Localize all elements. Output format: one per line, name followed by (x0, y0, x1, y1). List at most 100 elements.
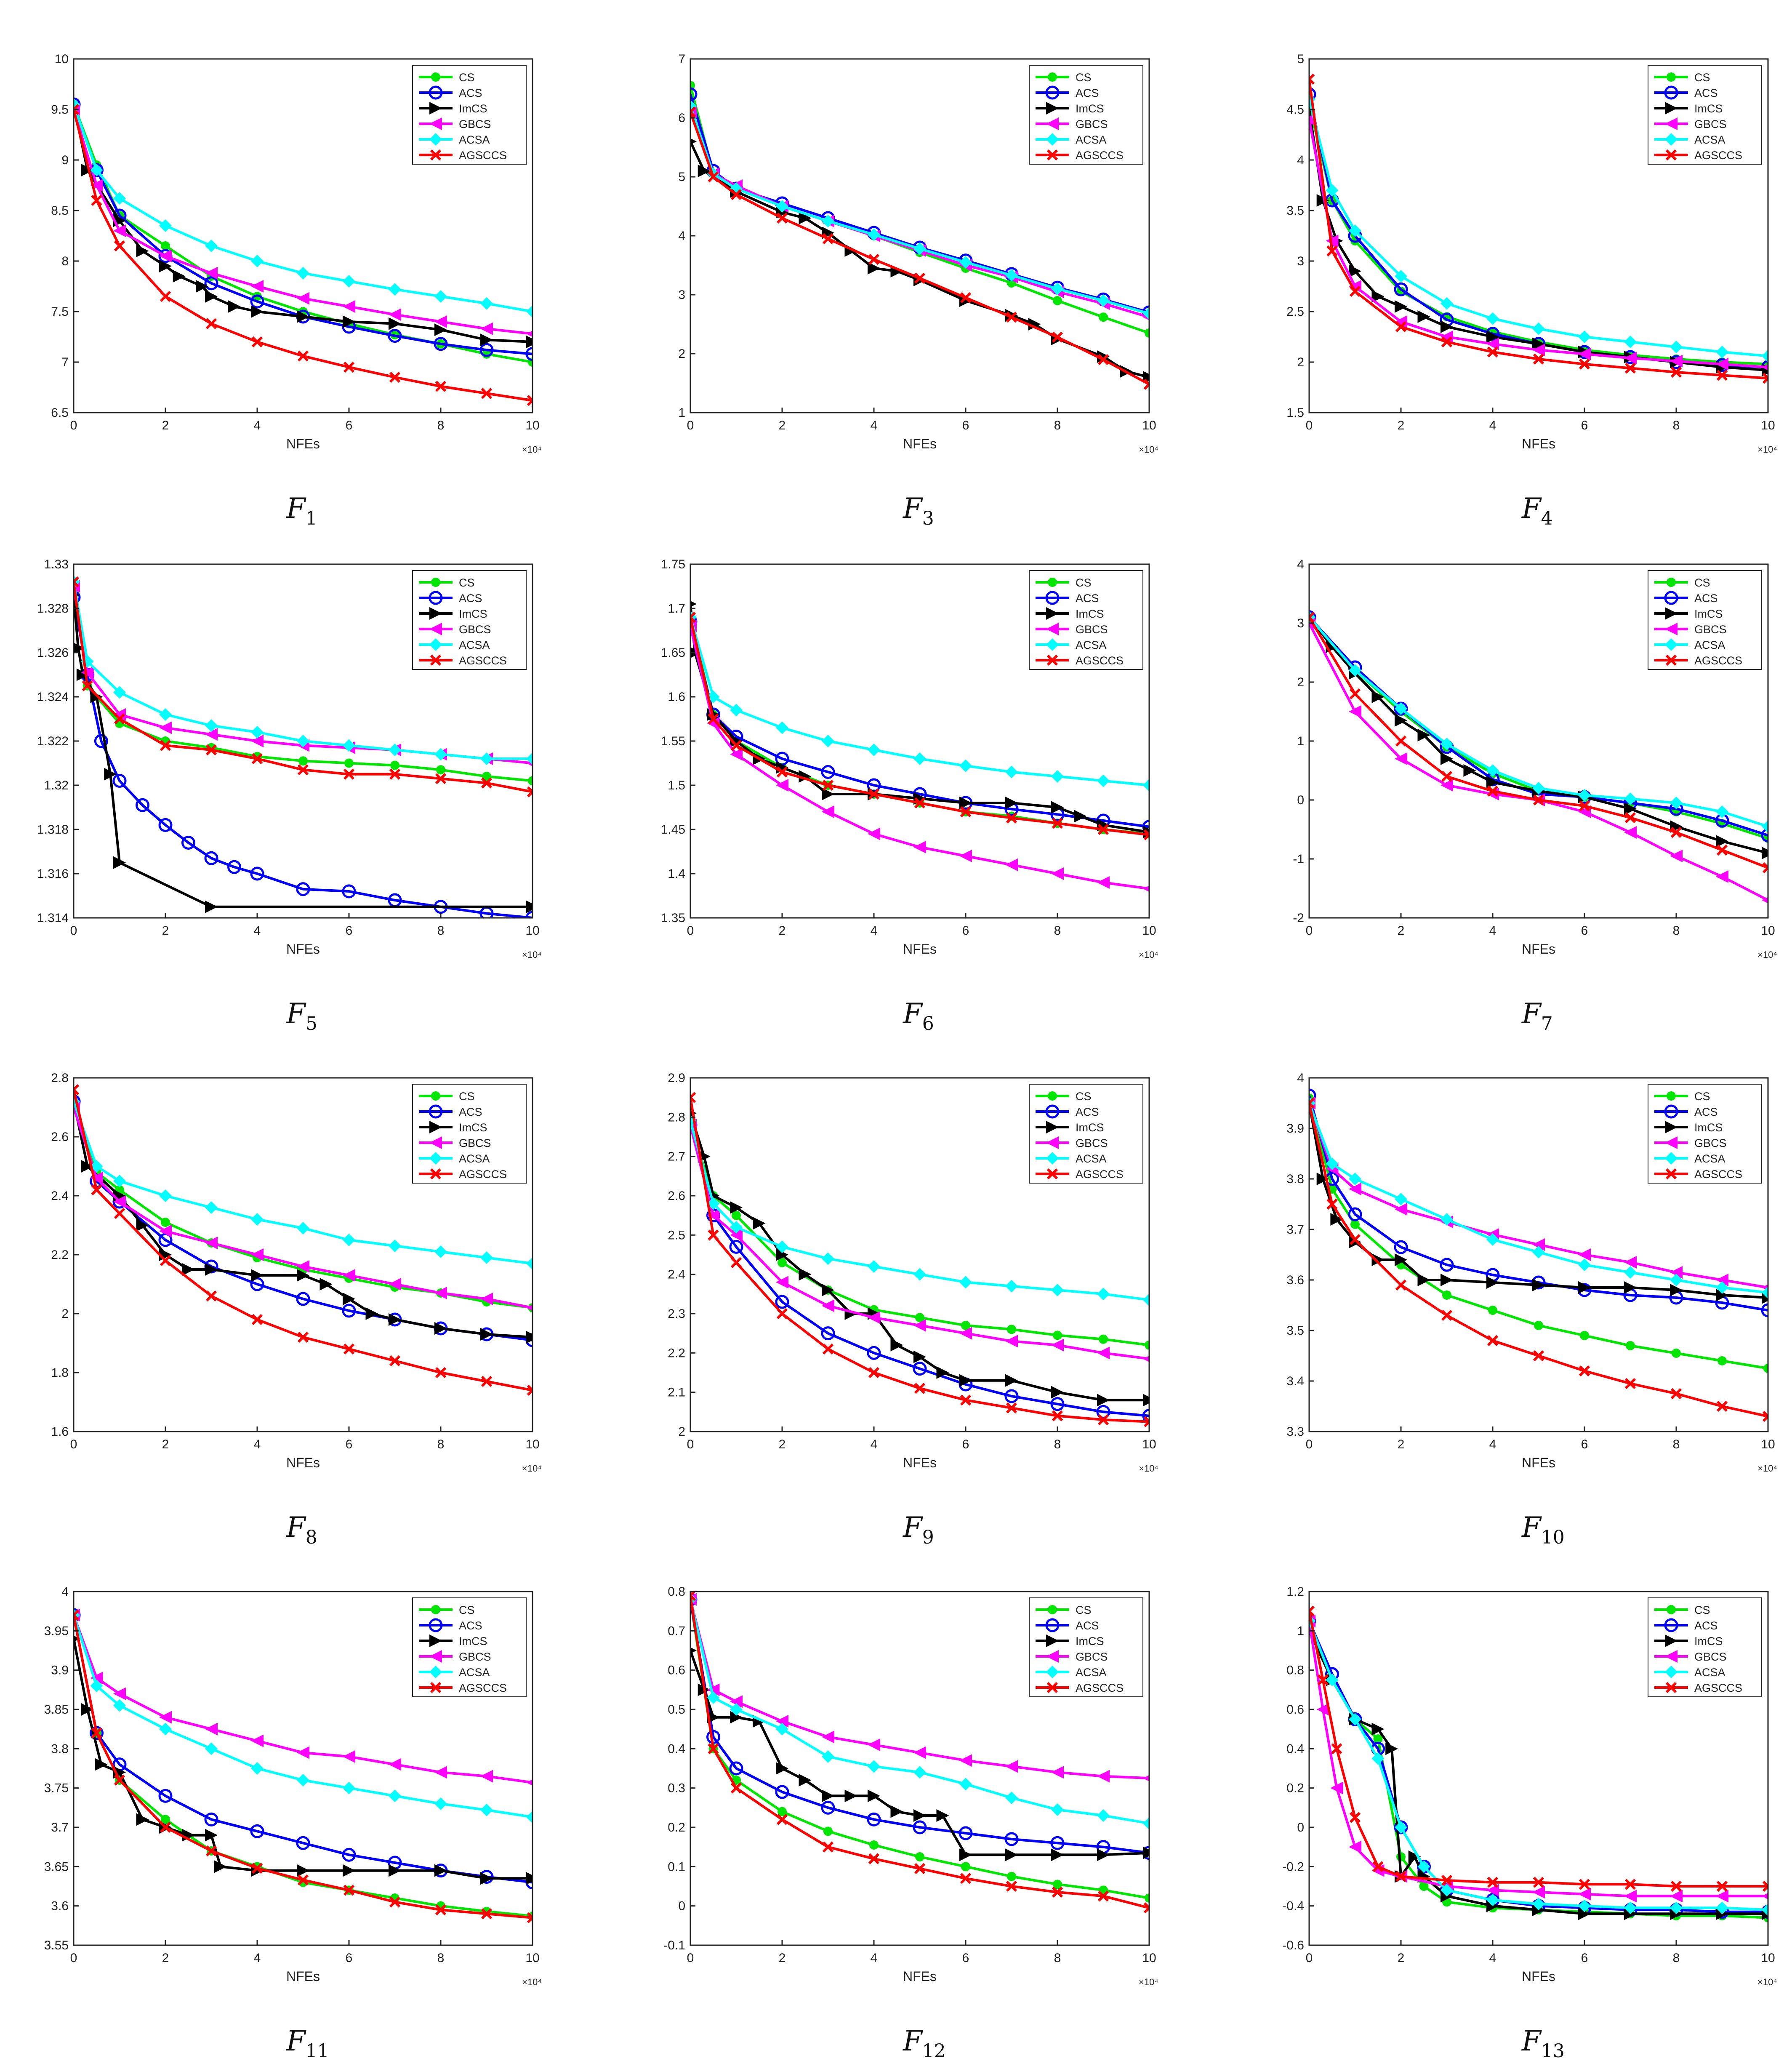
data-point-acs (729, 1761, 743, 1776)
data-point-gbcs (776, 1715, 788, 1728)
data-point-imcs (844, 1789, 857, 1802)
data-point-agsccs (1716, 1880, 1728, 1892)
data-point-agsccs (389, 1896, 401, 1908)
data-point-agsccs (343, 768, 355, 780)
data-point-gbcs (159, 721, 172, 734)
legend-label-acsa: ACSA (459, 133, 490, 146)
data-point-acs (94, 734, 108, 748)
caption-function-letter: F (903, 492, 923, 525)
x-tick-label: 8 (1673, 419, 1680, 432)
legend-marker-cs (431, 72, 440, 82)
legend-label-imcs: ImCS (1076, 1635, 1104, 1648)
data-point-acsa (1532, 322, 1545, 335)
data-point-acsa (1051, 1803, 1064, 1816)
data-point-agsccs (114, 1208, 125, 1219)
y-tick-label: -0.1 (663, 1938, 685, 1952)
data-point-gbcs (343, 1750, 355, 1763)
legend-marker-acs (429, 85, 443, 100)
caption-function-letter: F (1521, 492, 1542, 525)
series-line-cs (74, 581, 533, 782)
data-point-gbcs (434, 1287, 447, 1299)
y-tick-label: 6 (678, 111, 685, 125)
convergence-panel-f10: 0 2 4 6 8 10 3.3 3.4 3.5 3.6 3.7 3.8 3.9 4 NFEs ×10⁴ CS A… (1286, 1071, 1777, 1548)
y-tick-label: 1 (1297, 734, 1304, 748)
data-point-imcs (526, 336, 533, 348)
legend: CS ACS ImCS GBCS ACSA AGSCCS (1648, 570, 1762, 670)
y-tick-label: 1 (678, 406, 685, 420)
data-point-acsa (1051, 1284, 1064, 1296)
data-point-acsa (822, 1252, 834, 1265)
data-point-acsa (868, 744, 880, 756)
data-point-acs (1309, 87, 1316, 101)
series-line-imcs (74, 1638, 533, 1880)
data-point-acsa (113, 686, 126, 699)
data-point-imcs (1097, 1848, 1110, 1861)
legend-marker-acsa (1665, 1152, 1678, 1165)
panel-caption: F10 (1521, 1511, 1565, 1548)
legend-label-acs: ACS (459, 592, 482, 605)
legend-marker-agsccs (1665, 1168, 1677, 1180)
data-point-agsccs (1006, 1880, 1017, 1892)
data-point-agsccs (527, 786, 533, 797)
data-point-imcs (526, 1331, 533, 1344)
series-line-imcs (690, 604, 1149, 834)
y-tick-label: 1.322 (37, 734, 69, 748)
legend-box (1029, 1084, 1143, 1184)
data-point-cs (1053, 1330, 1062, 1340)
y-tick-label: 1.45 (661, 823, 685, 837)
series-line-acsa (74, 581, 533, 760)
data-point-gbcs (959, 850, 972, 862)
y-tick-label: 3.7 (51, 1821, 69, 1834)
y-tick-label: 8 (61, 254, 69, 268)
data-point-gbcs (480, 1770, 493, 1783)
data-point-agsccs (730, 1782, 742, 1794)
x-tick-label: 10 (1142, 924, 1156, 938)
data-point-agsccs (82, 680, 93, 691)
data-point-acsa (1532, 1898, 1545, 1910)
x-tick-label: 10 (1761, 1437, 1775, 1451)
data-point-imcs (799, 212, 812, 224)
data-point-imcs (890, 1338, 903, 1352)
y-tick-label: 1.328 (37, 602, 69, 616)
data-point-acsa (1051, 770, 1064, 783)
data-point-cs (1488, 1306, 1497, 1315)
caption-function-index: 1 (306, 508, 317, 529)
data-point-agsccs (1533, 794, 1544, 806)
data-point-gbcs (868, 827, 880, 840)
data-point-acsa (1395, 1193, 1407, 1205)
x-tick-label: 4 (1489, 1437, 1496, 1451)
legend-marker-imcs (429, 1634, 442, 1647)
data-point-agsccs (297, 350, 309, 362)
y-tick-label: 1.4 (668, 867, 685, 881)
y-tick-label: 0.8 (668, 1585, 685, 1599)
legend-marker-gbcs (429, 117, 442, 130)
legend-marker-acs (429, 591, 443, 605)
caption-function-index: 4 (1541, 508, 1553, 529)
legend-label-agsccs: AGSCCS (1694, 1168, 1742, 1181)
data-point-imcs (343, 1293, 355, 1305)
data-point-agsccs (1143, 1416, 1149, 1427)
data-point-gbcs (730, 748, 743, 761)
data-point-agsccs (481, 1376, 493, 1387)
data-point-acsa (1371, 1752, 1385, 1765)
data-point-imcs (251, 305, 264, 318)
data-point-acsa (1349, 664, 1361, 677)
data-point-agsccs (914, 797, 926, 809)
y-tick-label: 4 (678, 229, 685, 243)
data-point-imcs (205, 1829, 218, 1842)
data-point-agsccs (914, 1863, 926, 1874)
y-tick-label: -0.6 (1282, 1938, 1304, 1952)
y-tick-label: 2.2 (668, 1346, 685, 1360)
data-point-acsa (776, 200, 788, 213)
legend-marker-imcs (429, 607, 442, 620)
data-point-acsa (1578, 1899, 1591, 1912)
data-point-cs (778, 1258, 787, 1267)
data-point-imcs (1417, 1274, 1430, 1286)
x-tick-label: 0 (1306, 1437, 1313, 1451)
y-tick-label: 2.8 (51, 1071, 69, 1085)
data-point-imcs (1670, 1284, 1683, 1296)
y-tick-label: 1.65 (661, 646, 685, 660)
legend-box (1648, 570, 1762, 670)
y-tick-label: 4 (1297, 153, 1304, 167)
